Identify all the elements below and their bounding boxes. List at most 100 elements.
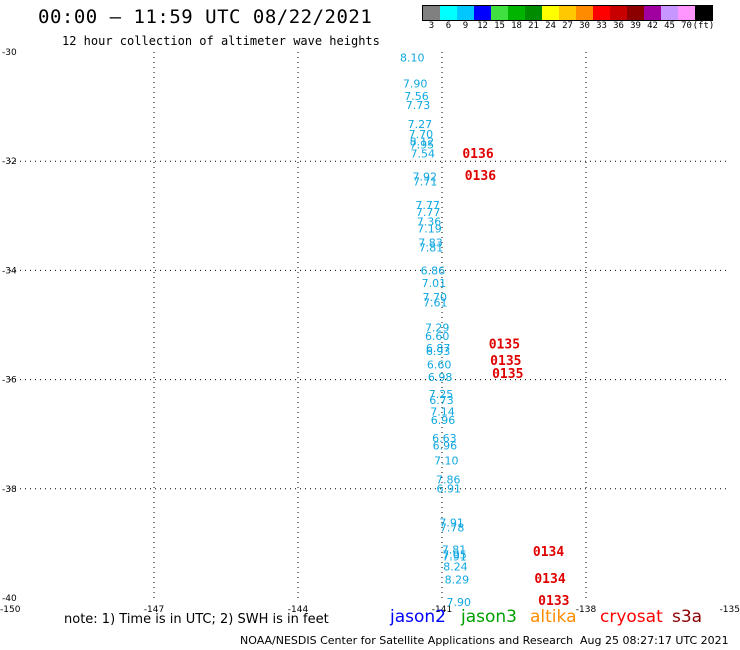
swh-value-label: 6.91 [436,482,461,495]
swh-value-label: 7.19 [417,222,442,235]
swh-value-label: 7.73 [406,99,431,112]
legend-label: 33 [596,21,607,31]
legend-swatch [525,6,542,20]
legend-swatch [695,6,712,20]
x-axis: -150 -147 -144 -141 -138 -135 [0,605,740,615]
legend-swatch [508,6,525,20]
y-tick-label: -40 [2,594,17,604]
footer-note: note: 1) Time is in UTC; 2) SWH is in fe… [64,612,329,627]
swh-value-label: 7.81 [419,241,444,254]
swh-value-label: 7.61 [423,297,448,310]
legend-swatch [678,6,695,20]
swh-value-label: 7.90 [403,78,428,91]
swh-value-label: 6.60 [427,358,452,371]
color-legend [422,5,713,21]
swh-value-label: 6.93 [426,345,451,358]
swh-value-label: 8.12 [410,136,435,149]
legend-swatch [644,6,661,20]
legend-swatch [474,6,491,20]
swh-value-label: 7.56 [404,90,429,103]
satellite-s3a: s3a [672,607,703,627]
legend-swatch [576,6,593,20]
satellite-cryosat: cryosat [600,607,663,627]
pass-time-label: 0135 [492,367,523,382]
x-tick-label: -135 [720,605,740,615]
swh-value-label: 7.25 [429,388,454,401]
swh-value-label: 6.63 [432,432,457,445]
satellite-altika: altika [530,607,577,627]
swh-value-label: 7.29 [425,322,450,335]
x-tick-label: -144 [288,605,309,615]
swh-value-label: 6.87 [426,342,451,355]
legend-label: 12 [477,21,488,31]
y-tick-label: -34 [2,266,17,276]
legend-label: 70 [681,21,692,31]
swh-value-label: 7.10 [434,454,459,467]
swh-value-label: 7.14 [430,405,455,418]
swh-value-label: 7.70 [409,128,434,141]
swh-points: 8.107.907.567.737.277.708.127.957.547.92… [400,51,471,608]
legend-swatch [559,6,576,20]
swh-value-label: 7.77 [415,199,440,212]
swh-value-label: 7.78 [440,522,465,535]
credit-line: NOAA/NESDIS Center for Satellite Applica… [240,634,574,647]
swh-value-label: 7.77 [416,206,441,219]
legend-label: 21 [528,21,539,31]
swh-value-label: 6.96 [433,440,458,453]
pass-time-label: 0135 [489,338,520,353]
legend-label: 18 [511,21,522,31]
legend-swatch [457,6,474,20]
pass-time-label: 0134 [533,545,564,560]
pass-time-label: 0133 [538,594,569,609]
legend-label: 9 [462,21,469,31]
y-axis: -30 -32 -34 -36 -38 -40 [2,48,17,604]
legend-label: 27 [562,21,573,31]
legend-swatch [661,6,678,20]
x-tick-label: -150 [0,605,21,615]
x-tick-label: -141 [432,605,452,615]
swh-value-label: 7.92 [412,170,437,183]
swh-value-label: 7.01 [422,277,447,290]
swh-value-label: 8.29 [445,573,470,586]
swh-value-label: 7.36 [417,215,442,228]
swh-value-label: 6.86 [421,264,446,277]
x-tick-label: -138 [576,605,597,615]
y-tick-label: -38 [2,485,17,495]
legend-label: 42 [647,21,658,31]
swh-value-label: 7.27 [408,118,433,131]
chart-subtitle: 12 hour collection of altimeter wave hei… [62,34,380,48]
swh-value-label: 8.24 [443,560,468,573]
grid-lines [10,52,730,598]
swh-value-label: 6.96 [431,414,456,427]
legend-label: 15 [494,21,505,31]
swh-value-label: 6.60 [425,330,450,343]
x-tick-label: -147 [144,605,164,615]
legend-label: 36 [613,21,624,31]
legend-swatch [542,6,559,20]
swh-value-label: 6.98 [428,371,453,384]
chart-title: 00:00 – 11:59 UTC 08/22/2021 [38,6,373,28]
swh-value-label: 7.95 [410,138,435,151]
swh-value-label: 7.83 [418,237,443,250]
legend-label: 30 [579,21,590,31]
y-tick-label: -36 [2,376,17,386]
satellite-jason3: jason3 [461,607,517,627]
swh-value-label: 7.91 [442,551,467,564]
y-tick-label: -32 [2,157,17,167]
satellite-jason2: jason2 [390,607,446,627]
pass-time-label: 0136 [465,169,496,184]
pass-time-label: 0136 [462,147,493,162]
swh-value-label: 8.10 [400,51,425,64]
legend-label: 39 [630,21,641,31]
legend-swatch [627,6,644,20]
pass-time-label: 0134 [534,572,565,587]
swh-value-label: 6.73 [429,394,454,407]
legend-swatch [440,6,457,20]
swh-value-label: 7.90 [447,596,472,609]
legend-label: (ft) [692,21,715,31]
legend-swatch [423,6,440,20]
swh-value-label: 7.81 [442,543,467,556]
legend-swatch [491,6,508,20]
